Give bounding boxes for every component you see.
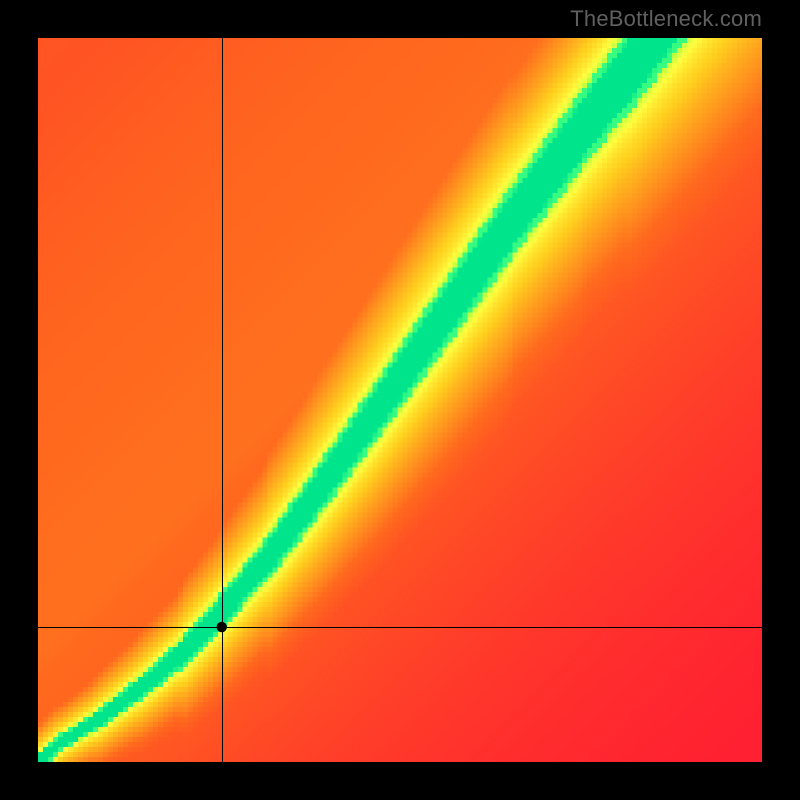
chart-container: TheBottleneck.com xyxy=(0,0,800,800)
watermark-text: TheBottleneck.com xyxy=(570,6,762,32)
plot-area xyxy=(38,38,762,762)
crosshair-overlay xyxy=(38,38,762,762)
